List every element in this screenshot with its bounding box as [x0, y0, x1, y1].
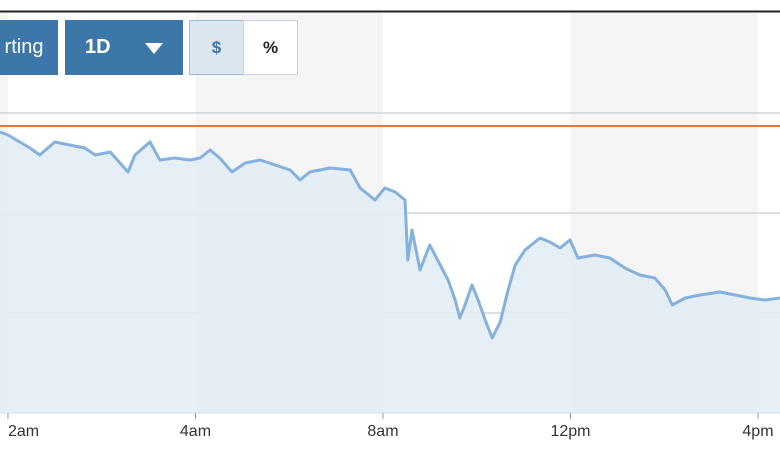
dropdown-arrow [145, 43, 163, 54]
x-tick-label: 12pm [550, 423, 590, 440]
dollar-toggle[interactable]: $ [189, 20, 244, 75]
start-button[interactable]: rting [0, 20, 58, 75]
range-dropdown[interactable]: 1D [65, 20, 183, 75]
price-line [0, 130, 780, 340]
x-tick-label: 4am [180, 423, 211, 440]
x-tick-label: 2am [8, 423, 39, 440]
x-tick-label: 4pm [742, 423, 773, 440]
x-tick-label: 8am [367, 423, 398, 440]
percent-toggle[interactable]: % [243, 20, 298, 75]
price-area [0, 132, 780, 413]
range-label: 1D [85, 36, 111, 58]
